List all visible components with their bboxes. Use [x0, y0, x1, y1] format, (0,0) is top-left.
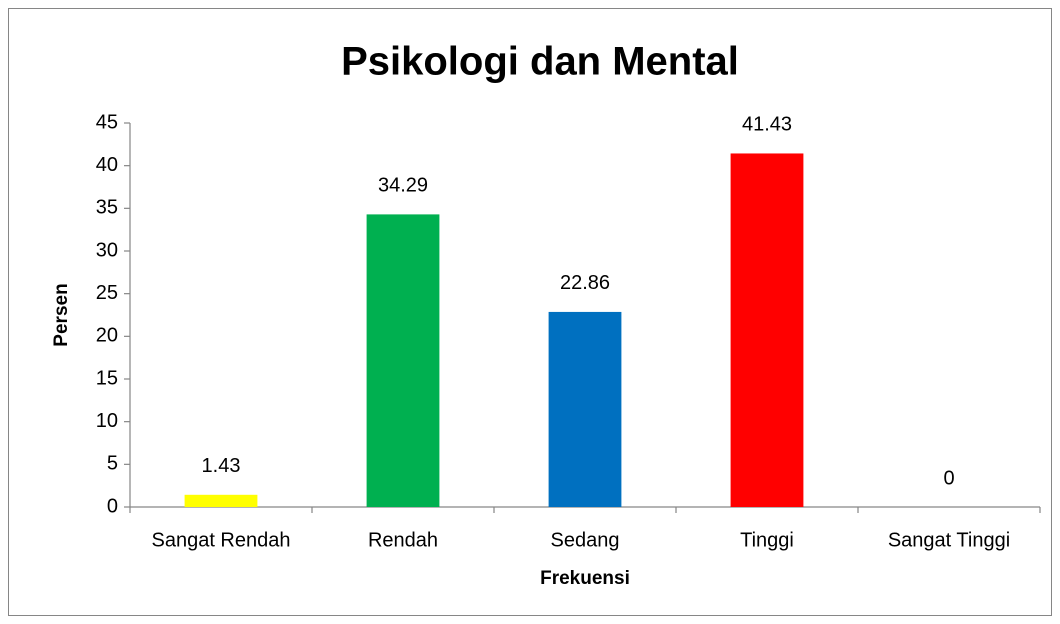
x-tick-label: Sangat Rendah	[151, 529, 290, 551]
y-tick-label: 35	[96, 197, 118, 219]
x-tick-label: Tinggi	[740, 529, 794, 551]
x-axis-label: Frekuensi	[540, 568, 630, 589]
x-tick-label: Sedang	[551, 529, 620, 551]
y-tick-label: 15	[96, 367, 118, 389]
y-tick-label: 25	[96, 282, 118, 304]
data-label: 41.43	[742, 114, 792, 136]
data-label: 22.86	[560, 272, 610, 294]
chart-title: Psikologi dan Mental	[341, 40, 739, 84]
y-tick-label: 20	[96, 325, 118, 347]
data-label: 34.29	[378, 175, 428, 197]
y-tick-label: 40	[96, 154, 118, 176]
x-tick-label: Rendah	[368, 529, 438, 551]
data-label: 0	[943, 467, 954, 489]
bar	[548, 311, 622, 507]
y-tick-label: 0	[107, 495, 118, 517]
y-axis-label: Persen	[51, 283, 72, 346]
x-tick-label: Sangat Tinggi	[888, 529, 1010, 551]
chart-border	[8, 8, 1052, 616]
y-tick-label: 30	[96, 239, 118, 261]
y-tick-label: 10	[96, 410, 118, 432]
bar	[184, 494, 258, 507]
data-label: 1.43	[202, 455, 241, 477]
y-tick-label: 45	[96, 111, 118, 133]
bar	[730, 153, 804, 508]
bar	[366, 214, 440, 507]
y-tick-label: 5	[107, 453, 118, 475]
